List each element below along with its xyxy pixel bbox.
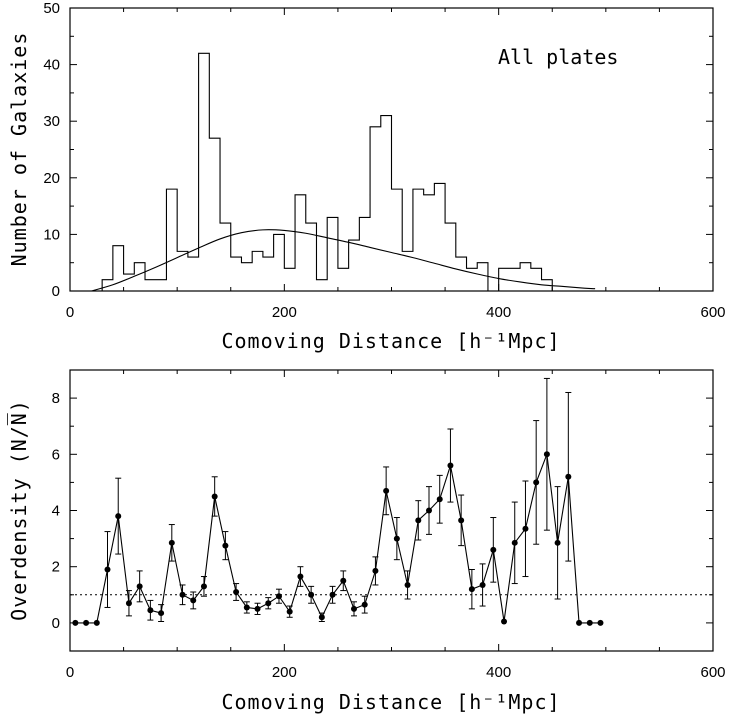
- data-point: [211, 493, 218, 500]
- bottom-plot-frame: [69, 369, 714, 652]
- bottom-y-tick-label: 0: [52, 615, 60, 632]
- data-point: [308, 591, 315, 598]
- data-point: [104, 566, 111, 573]
- data-point: [415, 517, 422, 524]
- top-y-axis-label: Number of Galaxies: [7, 32, 31, 267]
- data-point: [436, 496, 443, 503]
- data-point: [243, 604, 250, 611]
- bottom-x-tick-label: 400: [486, 664, 511, 681]
- data-point: [586, 619, 593, 626]
- top-y-tick-label: 0: [52, 283, 60, 300]
- data-point: [361, 601, 368, 608]
- data-point: [383, 487, 390, 494]
- bottom-y-axis-label: Overdensity (N/N̅): [7, 399, 31, 621]
- data-point: [501, 618, 508, 625]
- data-point: [158, 610, 165, 617]
- data-point: [318, 614, 325, 621]
- error-bars: [104, 377, 572, 622]
- data-point: [393, 535, 400, 542]
- bottom-y-tick-label: 2: [52, 559, 60, 576]
- top-y-tick-label: 20: [43, 170, 60, 187]
- data-point: [468, 586, 475, 593]
- data-point: [83, 619, 90, 626]
- panel-annotation: All plates: [498, 45, 618, 69]
- data-point: [597, 619, 604, 626]
- data-point: [168, 539, 175, 546]
- data-point: [372, 567, 379, 574]
- data-point: [265, 600, 272, 607]
- data-point: [190, 597, 197, 604]
- data-point: [233, 588, 240, 595]
- bottom-y-tick-label: 6: [52, 446, 60, 463]
- data-point: [93, 619, 100, 626]
- bottom-y-tick-label: 4: [52, 503, 60, 520]
- data-point: [426, 507, 433, 514]
- data-point: [458, 517, 465, 524]
- bottom-x-tick-label: 200: [272, 664, 297, 681]
- overdensity-panel: 0 200 400 600 0 2 4 6 8 Comoving Distance [h⁻¹Mp…: [7, 369, 726, 714]
- data-point: [329, 591, 336, 598]
- data-point: [565, 473, 572, 480]
- bottom-ticks: 0 200 400 600 0 2 4 6 8: [52, 369, 726, 681]
- histogram-panel: 0 200 400 600 0 10 20 30 40 50 All plates Comovin…: [7, 0, 726, 353]
- data-point: [447, 462, 454, 469]
- data-point: [479, 581, 486, 588]
- data-point: [125, 600, 132, 607]
- top-y-tick-label: 50: [43, 0, 60, 17]
- data-point: [200, 583, 207, 590]
- data-point: [286, 608, 293, 615]
- top-ticks: 0 200 400 600 0 10 20 30 40 50: [43, 0, 725, 321]
- data-point: [543, 451, 550, 458]
- data-point: [179, 591, 186, 598]
- bottom-x-axis-label: Comoving Distance [h⁻¹Mpc]: [221, 690, 560, 714]
- data-point: [297, 573, 304, 580]
- data-point: [72, 619, 79, 626]
- data-point: [340, 577, 347, 584]
- data-point: [533, 479, 540, 486]
- data-point: [576, 619, 583, 626]
- data-point: [275, 593, 282, 600]
- top-y-tick-label: 30: [43, 113, 60, 130]
- data-point: [522, 525, 529, 532]
- data-point: [554, 539, 561, 546]
- top-x-tick-label: 200: [272, 304, 297, 321]
- galaxy-count-histogram: [101, 52, 574, 292]
- top-x-tick-label: 400: [486, 304, 511, 321]
- top-y-tick-label: 10: [43, 226, 60, 243]
- bottom-x-tick-label: 0: [66, 664, 74, 681]
- top-y-tick-label: 40: [43, 57, 60, 74]
- data-point: [350, 605, 357, 612]
- selection-function-curve: [91, 229, 596, 292]
- data-point: [511, 539, 518, 546]
- top-x-axis-label: Comoving Distance [h⁻¹Mpc]: [221, 329, 560, 353]
- data-point: [254, 605, 261, 612]
- bottom-y-tick-label: 8: [52, 390, 60, 407]
- data-point: [490, 546, 497, 553]
- top-x-tick-label: 0: [66, 304, 74, 321]
- bottom-x-tick-label: 600: [700, 664, 725, 681]
- data-point: [222, 542, 229, 549]
- top-x-tick-label: 600: [700, 304, 725, 321]
- data-point: [115, 513, 122, 520]
- overdensity-line: [75, 454, 601, 624]
- overdensity-points: [72, 451, 604, 626]
- data-point: [136, 583, 143, 590]
- data-point: [147, 607, 154, 614]
- data-point: [404, 581, 411, 588]
